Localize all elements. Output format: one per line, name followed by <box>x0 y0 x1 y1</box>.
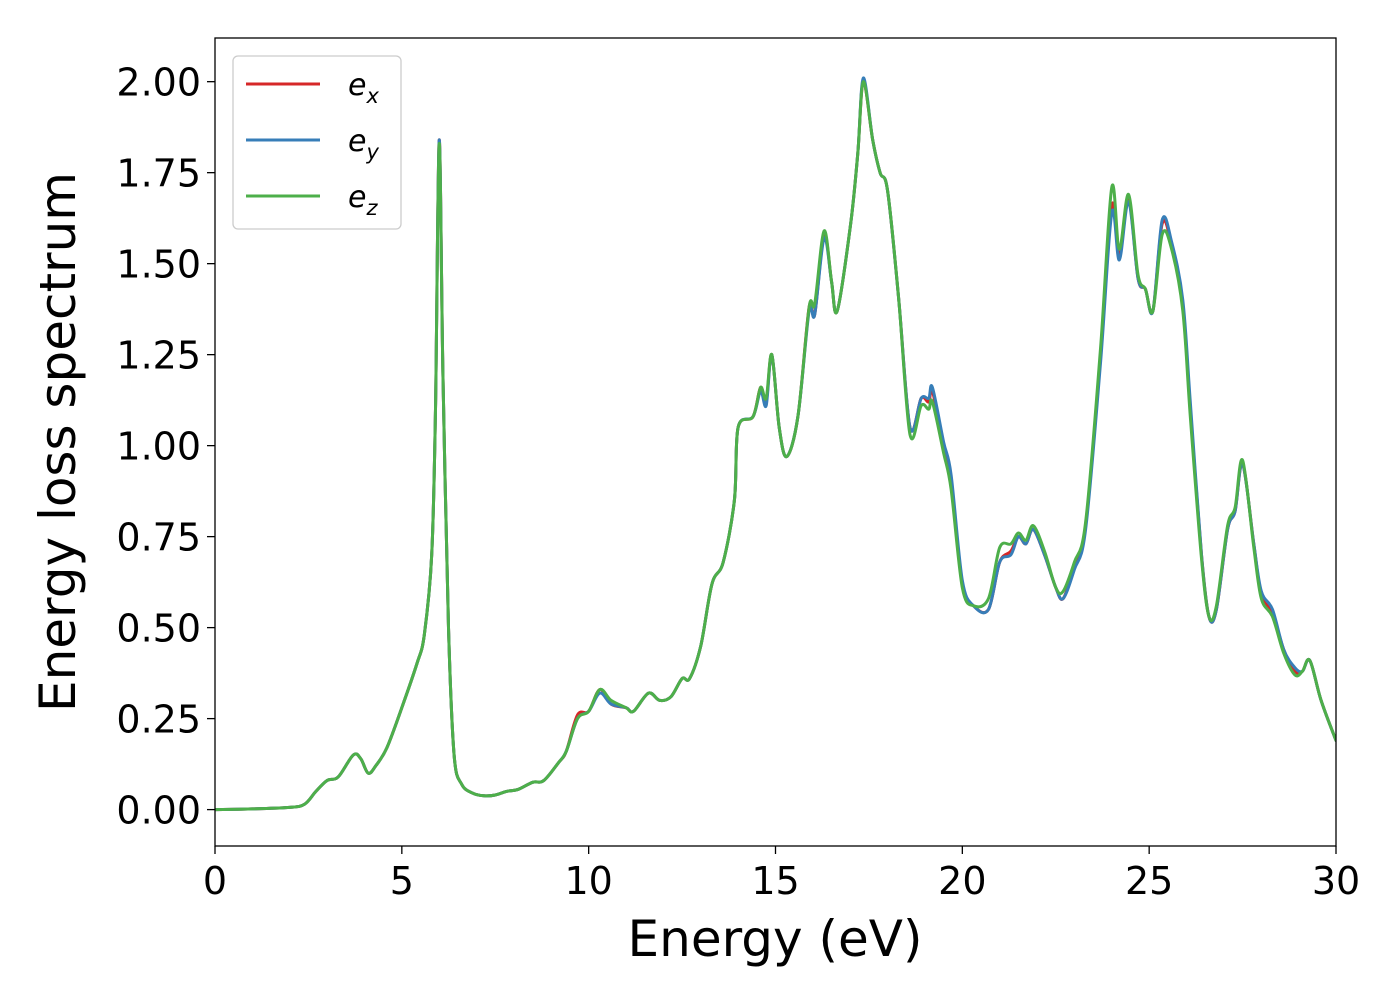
legend-label-ey: ey <box>348 124 379 164</box>
legend-frame <box>232 55 402 230</box>
series-line-ez <box>215 80 1336 812</box>
y-tick-label-0: 0.00 <box>116 789 201 833</box>
y-tick-label-5: 1.25 <box>116 334 201 378</box>
x-tick-label-2: 10 <box>564 859 612 903</box>
y-tick-label-7: 1.75 <box>116 152 201 196</box>
series-layer <box>215 76 1336 812</box>
y-axis-label: Energy loss spectrum <box>29 172 87 712</box>
y-tick-label-1: 0.25 <box>116 698 201 742</box>
y-tick-label-4: 1.00 <box>116 425 201 469</box>
y-tick-label-2: 0.50 <box>116 607 201 651</box>
y-tick-label-6: 1.50 <box>116 243 201 287</box>
y-tick-label-3: 0.75 <box>116 516 201 560</box>
legend-label-ex: ex <box>348 68 379 108</box>
y-axis: 0.00 0.25 0.50 0.75 1.00 1.25 1.50 1.75 2.00 <box>116 61 215 833</box>
x-axis-label: Energy (eV) <box>628 910 923 968</box>
x-tick-label-1: 5 <box>390 859 414 903</box>
x-tick-label-4: 20 <box>938 859 986 903</box>
legend: ex ey ez <box>232 55 402 230</box>
x-tick-label-0: 0 <box>203 859 227 903</box>
legend-label-ez: ez <box>348 180 378 220</box>
x-tick-label-5: 25 <box>1125 859 1173 903</box>
x-tick-label-6: 30 <box>1312 859 1360 903</box>
x-axis: 0 5 10 15 20 25 30 <box>203 846 1360 903</box>
x-tick-label-3: 15 <box>751 859 799 903</box>
y-tick-label-8: 2.00 <box>116 61 201 105</box>
